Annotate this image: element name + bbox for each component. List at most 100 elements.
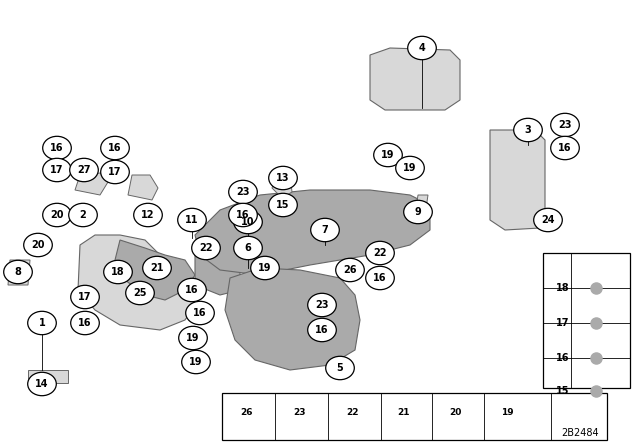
Text: 19: 19 xyxy=(186,333,200,343)
Text: 16: 16 xyxy=(556,353,570,363)
Ellipse shape xyxy=(228,203,257,227)
Polygon shape xyxy=(8,260,30,285)
Polygon shape xyxy=(75,173,108,195)
Ellipse shape xyxy=(192,236,220,260)
Text: 17: 17 xyxy=(51,165,64,175)
Text: 6: 6 xyxy=(244,243,252,253)
Text: 17: 17 xyxy=(108,167,122,177)
Polygon shape xyxy=(28,370,68,383)
Ellipse shape xyxy=(336,258,364,282)
Text: 20: 20 xyxy=(449,408,461,417)
Text: 19: 19 xyxy=(381,150,395,160)
Ellipse shape xyxy=(514,118,542,142)
Ellipse shape xyxy=(269,166,298,190)
Ellipse shape xyxy=(68,203,97,227)
Text: 16: 16 xyxy=(51,143,64,153)
Text: 9: 9 xyxy=(415,207,421,217)
Ellipse shape xyxy=(234,210,262,234)
Text: 12: 12 xyxy=(141,210,155,220)
Text: 22: 22 xyxy=(373,248,387,258)
Text: 26: 26 xyxy=(343,265,356,275)
Ellipse shape xyxy=(365,266,394,290)
Text: 25: 25 xyxy=(133,288,147,298)
Ellipse shape xyxy=(100,136,129,159)
Ellipse shape xyxy=(269,193,298,217)
Text: 5: 5 xyxy=(337,363,344,373)
FancyBboxPatch shape xyxy=(543,253,630,388)
Ellipse shape xyxy=(178,208,206,232)
Ellipse shape xyxy=(43,203,71,227)
Text: 16: 16 xyxy=(236,210,250,220)
Text: 11: 11 xyxy=(185,215,199,225)
Ellipse shape xyxy=(326,356,355,380)
Polygon shape xyxy=(115,240,195,300)
Polygon shape xyxy=(195,190,430,275)
Ellipse shape xyxy=(234,236,262,260)
Ellipse shape xyxy=(534,208,563,232)
Ellipse shape xyxy=(179,326,207,350)
Text: 17: 17 xyxy=(556,318,570,328)
Text: 18: 18 xyxy=(556,283,570,293)
Polygon shape xyxy=(272,172,292,198)
Ellipse shape xyxy=(143,256,172,280)
Polygon shape xyxy=(225,268,360,370)
Text: 15: 15 xyxy=(276,200,290,210)
Polygon shape xyxy=(370,48,460,110)
Text: 19: 19 xyxy=(501,408,514,417)
Ellipse shape xyxy=(125,281,154,305)
Text: 17: 17 xyxy=(78,292,92,302)
Ellipse shape xyxy=(408,36,436,60)
Text: 2: 2 xyxy=(79,210,86,220)
Text: 22: 22 xyxy=(346,408,358,417)
Text: 21: 21 xyxy=(150,263,164,273)
Text: 14: 14 xyxy=(35,379,49,389)
Ellipse shape xyxy=(178,278,206,302)
Ellipse shape xyxy=(28,372,56,396)
Text: 10: 10 xyxy=(241,217,255,227)
Polygon shape xyxy=(490,130,545,230)
Ellipse shape xyxy=(70,311,99,335)
Ellipse shape xyxy=(310,218,339,242)
Polygon shape xyxy=(78,235,195,330)
Ellipse shape xyxy=(550,136,579,159)
Ellipse shape xyxy=(134,203,163,227)
Text: 26: 26 xyxy=(240,408,253,417)
Text: 16: 16 xyxy=(316,325,329,335)
Text: 19: 19 xyxy=(259,263,272,273)
Text: 13: 13 xyxy=(276,173,290,183)
Text: 16: 16 xyxy=(193,308,207,318)
Text: 15: 15 xyxy=(556,386,570,396)
Text: 22: 22 xyxy=(199,243,212,253)
Ellipse shape xyxy=(404,200,432,224)
Ellipse shape xyxy=(186,302,214,325)
Ellipse shape xyxy=(251,256,279,280)
Ellipse shape xyxy=(70,285,99,309)
Text: 20: 20 xyxy=(51,210,64,220)
Text: 7: 7 xyxy=(322,225,328,235)
Ellipse shape xyxy=(24,233,52,257)
Ellipse shape xyxy=(374,143,403,167)
Ellipse shape xyxy=(70,158,99,182)
Text: 24: 24 xyxy=(541,215,555,225)
Ellipse shape xyxy=(100,160,129,184)
Text: 19: 19 xyxy=(189,357,203,367)
Text: 23: 23 xyxy=(236,187,250,197)
Text: 23: 23 xyxy=(293,408,305,417)
Polygon shape xyxy=(415,195,428,215)
Text: 23: 23 xyxy=(558,120,572,130)
Ellipse shape xyxy=(228,180,257,204)
Ellipse shape xyxy=(4,260,32,284)
Text: 20: 20 xyxy=(31,240,45,250)
Text: 16: 16 xyxy=(185,285,199,295)
Polygon shape xyxy=(195,255,240,295)
Text: 21: 21 xyxy=(397,408,410,417)
FancyBboxPatch shape xyxy=(222,393,607,440)
Text: 16: 16 xyxy=(558,143,572,153)
Text: 4: 4 xyxy=(419,43,426,53)
Text: 23: 23 xyxy=(316,300,329,310)
Polygon shape xyxy=(128,175,158,200)
Ellipse shape xyxy=(43,158,71,182)
Ellipse shape xyxy=(308,293,336,317)
Ellipse shape xyxy=(104,260,132,284)
Text: 1: 1 xyxy=(38,318,45,328)
